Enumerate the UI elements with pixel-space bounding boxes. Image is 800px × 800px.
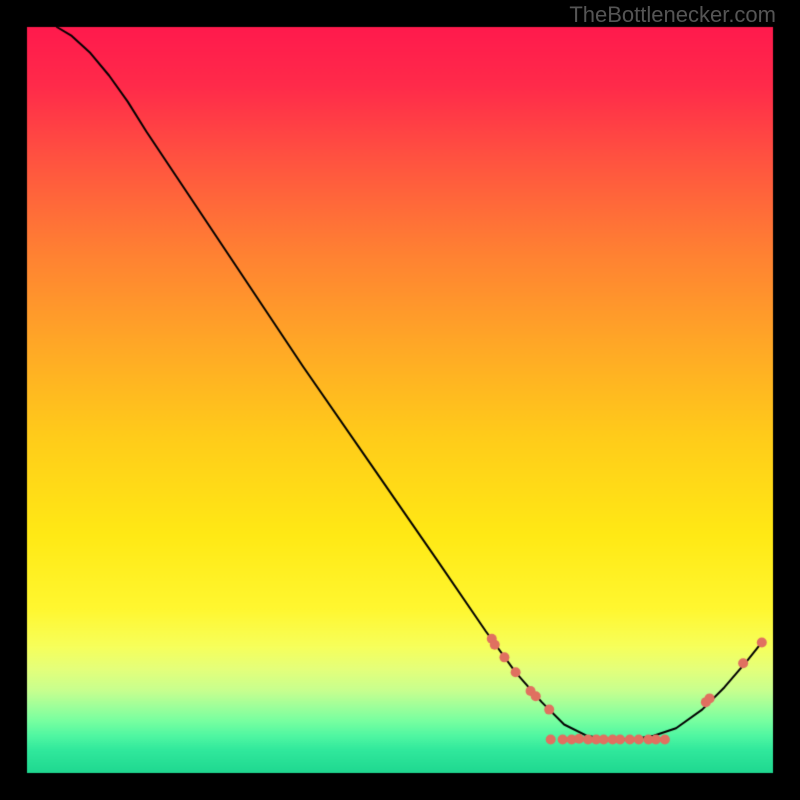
watermark-text: TheBottlenecker.com bbox=[569, 2, 776, 28]
chart-plot bbox=[0, 0, 800, 800]
chart-root: TheBottlenecker.com bbox=[0, 0, 800, 800]
